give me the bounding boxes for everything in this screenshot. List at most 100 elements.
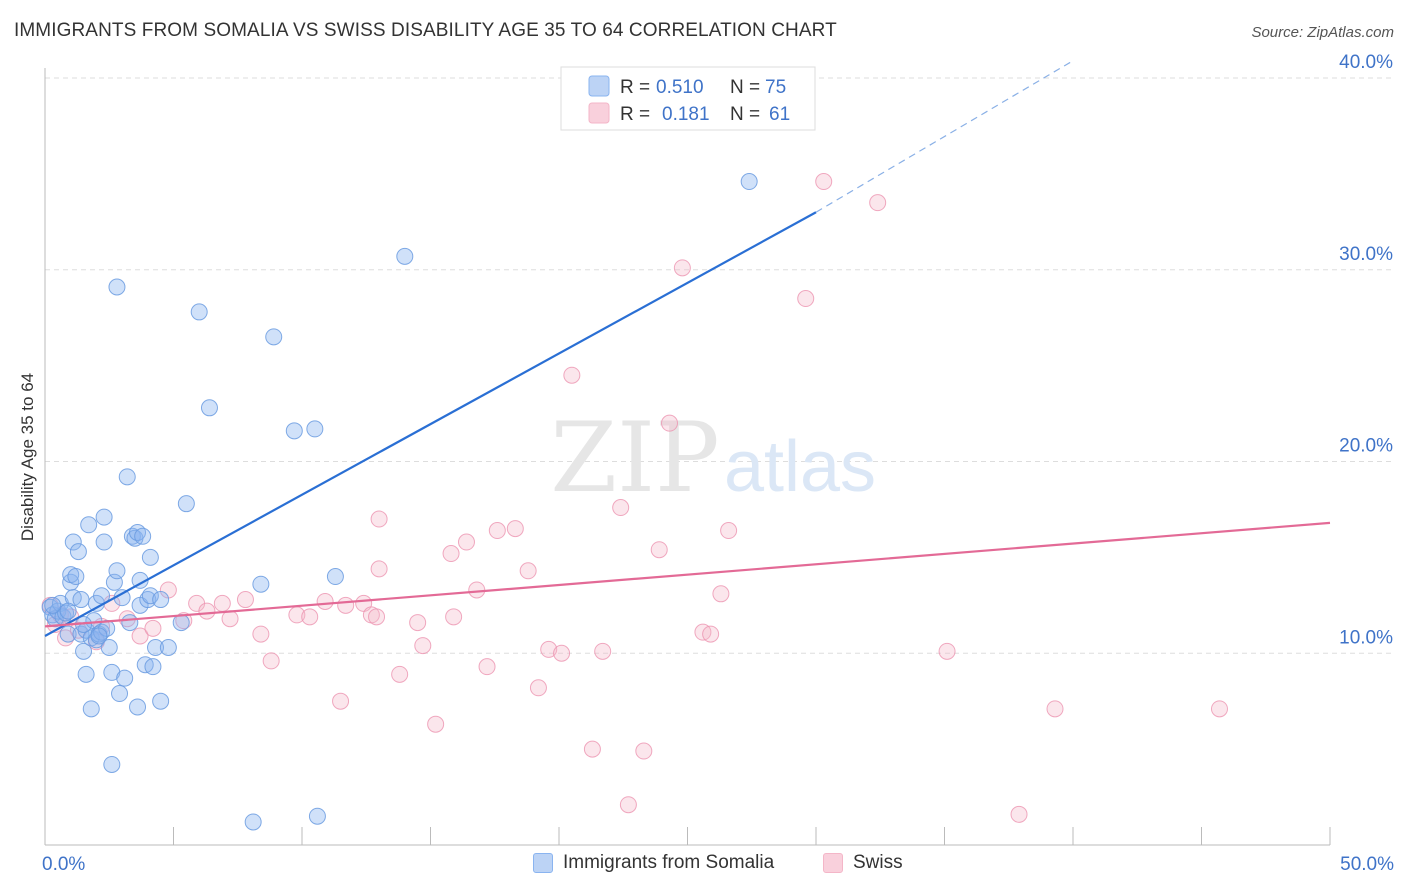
somalia-point-74 [90,627,108,645]
somalia-point-7 [59,625,77,643]
somalia-point-69 [396,247,414,265]
legend-swatch-blue [588,75,610,97]
watermark: ZIP atlas [550,402,876,514]
swiss-point-47 [583,740,601,758]
x-tick-label-max: 50.0% [1340,854,1394,875]
legend-n-label-pink: N = [730,104,760,125]
swiss-point-35 [442,545,460,563]
somalia-point-35 [108,562,126,580]
legend-item-swiss[interactable]: Swiss [823,852,903,874]
swiss-point-45 [553,644,571,662]
swiss-point-61 [869,194,887,212]
watermark-zip: ZIP [550,402,719,514]
swiss-point-23 [316,592,334,610]
somalia-trend-extension [815,60,1074,213]
swiss-point-17 [221,610,239,628]
somalia-point-66 [306,420,324,438]
somalia-point-71 [44,596,62,614]
y-tick-label-40: 40.0% [1339,52,1393,73]
somalia-point-62 [244,813,262,831]
somalia-point-65 [285,422,303,440]
legend-label-swiss: Swiss [853,852,903,873]
series-legend: Immigrants from Somalia Swiss [0,852,1406,878]
somalia-point-57 [159,638,177,656]
somalia-point-28 [95,508,113,526]
swiss-point-49 [612,499,630,517]
swiss-trend-line [44,521,1331,628]
legend-swatch-somalia [533,853,553,873]
swiss-point-11 [144,619,162,637]
source-label: Source: ZipAtlas.com [1251,24,1394,41]
somalia-point-39 [116,669,134,687]
somalia-trend-line [44,211,817,637]
swiss-point-62 [938,642,956,660]
axes: 10.0% 20.0% 30.0% 40.0% 0.0% 50.0% [42,52,1394,875]
somalia-point-14 [72,591,90,609]
legend-n-label-blue: N = [730,77,760,98]
swiss-point-24 [332,692,350,710]
legend-r-value-blue: 0.510 [656,77,704,98]
swiss-point-15 [198,602,216,620]
legend-n-value-pink: 61 [769,104,790,125]
somalia-point-12 [67,568,85,586]
somalia-point-6 [57,604,75,622]
somalia-point-36 [108,278,126,296]
swiss-point-59 [797,290,815,308]
swiss-point-51 [635,742,653,760]
swiss-point-41 [506,520,524,538]
legend-swatch-swiss [823,853,843,873]
series-somalia-points [41,173,758,831]
y-tick-label-10: 10.0% [1339,627,1393,648]
legend-item-somalia[interactable]: Immigrants from Somalia [533,852,774,874]
somalia-point-21 [82,700,100,718]
somalia-point-72 [59,602,77,620]
swiss-point-64 [1046,700,1064,718]
somalia-point-13 [69,543,87,561]
somalia-point-40 [118,468,136,486]
swiss-point-16 [213,594,231,612]
stats-legend: R = 0.510 N = 75 R = 0.181 N = 61 [560,66,816,131]
somalia-point-29 [95,533,113,551]
swiss-point-40 [488,522,506,540]
swiss-point-13 [175,612,193,630]
swiss-point-31 [391,665,409,683]
swiss-point-63 [1010,805,1028,823]
swiss-point-42 [519,562,537,580]
legend-r-label-blue: R = [620,77,650,98]
somalia-point-56 [152,692,170,710]
y-tick-label-20: 20.0% [1339,436,1393,457]
swiss-point-37 [457,533,475,551]
somalia-point-51 [141,548,159,566]
swiss-point-48 [594,642,612,660]
somalia-point-54 [147,638,165,656]
swiss-point-25 [337,596,355,614]
somalia-point-52 [141,587,159,605]
somalia-point-60 [190,303,208,321]
swiss-point-54 [673,259,691,277]
swiss-point-43 [529,679,547,697]
swiss-point-52 [650,541,668,559]
somalia-point-33 [103,755,121,773]
somalia-point-16 [75,642,93,660]
legend-swatch-pink [588,102,610,124]
swiss-point-29 [370,560,388,578]
swiss-point-50 [619,796,637,814]
somalia-point-37 [111,685,129,703]
somalia-point-19 [80,516,98,534]
swiss-point-10 [131,627,149,645]
swiss-point-28 [368,608,386,626]
chart-title: IMMIGRANTS FROM SOMALIA VS SWISS DISABIL… [14,20,837,41]
somalia-point-64 [265,328,283,346]
swiss-point-39 [478,658,496,676]
legend-n-value-blue: 75 [765,77,786,98]
swiss-point-18 [236,591,254,609]
somalia-point-41 [121,614,139,632]
legend-r-value-pink: 0.181 [662,104,710,125]
somalia-point-31 [100,638,118,656]
somalia-point-68 [326,568,344,586]
y-tick-label-30: 30.0% [1339,244,1393,265]
somalia-point-44 [129,698,147,716]
somalia-point-67 [308,807,326,825]
somalia-point-70 [740,173,758,191]
swiss-point-32 [409,614,427,632]
